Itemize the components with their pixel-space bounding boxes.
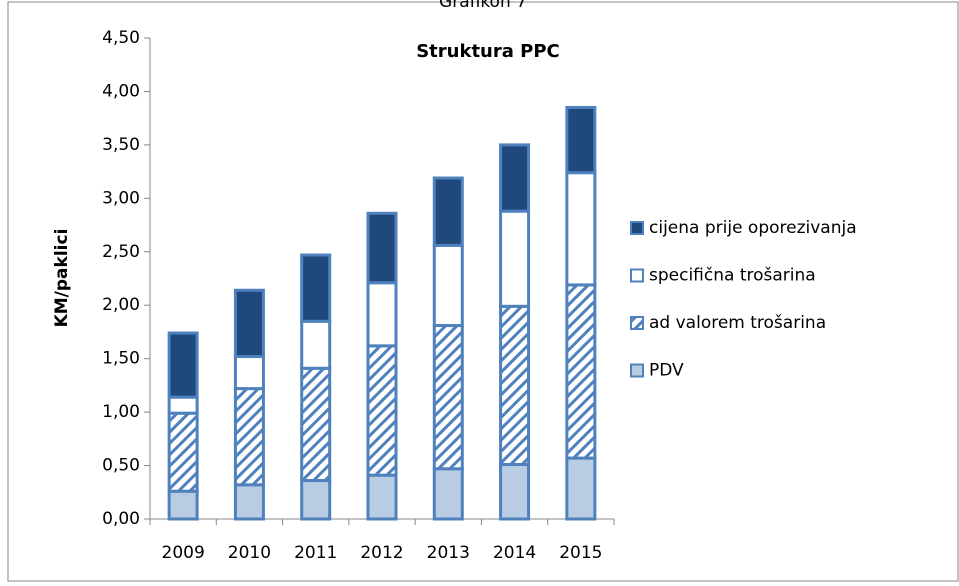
- chart-frame: [7, 1, 959, 582]
- chart-title: Grafikon 7: [439, 0, 527, 12]
- bar-segment: [300, 479, 332, 521]
- y-tick-label: 4,00: [102, 81, 140, 101]
- x-tick-label: 2009: [162, 543, 205, 563]
- y-axis-label: KM/paklici: [52, 229, 72, 328]
- x-tick-label: 2011: [294, 543, 337, 563]
- bar-segment: [565, 283, 597, 460]
- bar-segment: [233, 288, 265, 359]
- bar-segment: [565, 105, 597, 175]
- x-tick-label: 2015: [559, 543, 602, 563]
- bar-segment: [432, 467, 464, 521]
- y-tick-label: 0,50: [102, 456, 140, 476]
- bar-segment: [499, 209, 531, 308]
- legend-swatch: [630, 268, 644, 283]
- bar-segment: [565, 171, 597, 287]
- x-tick-label: 2013: [427, 543, 470, 563]
- legend-label: specifična trošarina: [649, 266, 816, 286]
- bar-segment: [432, 324, 464, 471]
- bar-segment: [432, 176, 464, 247]
- bar-segment: [233, 483, 265, 521]
- y-tick-label: 0,00: [102, 509, 140, 529]
- y-tick-label: 1,50: [102, 349, 140, 369]
- y-tick-label: 3,50: [102, 135, 140, 155]
- bar-segment: [233, 355, 265, 391]
- bar-segment: [366, 211, 398, 285]
- y-tick-label: 3,00: [102, 188, 140, 208]
- bar-segment: [366, 473, 398, 521]
- bar-segment: [167, 489, 199, 521]
- bar-segment: [167, 411, 199, 493]
- x-tick-label: 2010: [228, 543, 271, 563]
- legend-swatch: [630, 221, 644, 235]
- bar-segment: [432, 243, 464, 328]
- y-tick-label: 2,50: [102, 242, 140, 262]
- bar-segment: [300, 319, 332, 370]
- legend-swatch: [630, 316, 644, 330]
- bar-segment: [565, 456, 597, 521]
- chart-subtitle: Struktura PPC: [416, 41, 560, 62]
- bar-segment: [499, 462, 531, 521]
- bar-segment: [167, 395, 199, 415]
- y-tick-label: 2,00: [102, 295, 140, 315]
- legend-swatch: [630, 363, 644, 378]
- bar-segment: [300, 253, 332, 323]
- bar-segment: [366, 344, 398, 477]
- y-tick-label: 1,00: [102, 402, 140, 422]
- y-tick-label: 4,50: [102, 28, 140, 48]
- bar-segment: [499, 143, 531, 213]
- x-tick-label: 2012: [360, 543, 403, 563]
- bar-segment: [499, 304, 531, 466]
- x-tick-label: 2014: [493, 543, 536, 563]
- bar-segment: [300, 366, 332, 483]
- bar-segment: [167, 331, 199, 399]
- legend-label: ad valorem trošarina: [649, 313, 826, 333]
- legend-label: PDV: [649, 361, 684, 381]
- bar-segment: [233, 387, 265, 487]
- bar-segment: [366, 281, 398, 348]
- legend-label: cijena prije oporezivanja: [649, 218, 857, 238]
